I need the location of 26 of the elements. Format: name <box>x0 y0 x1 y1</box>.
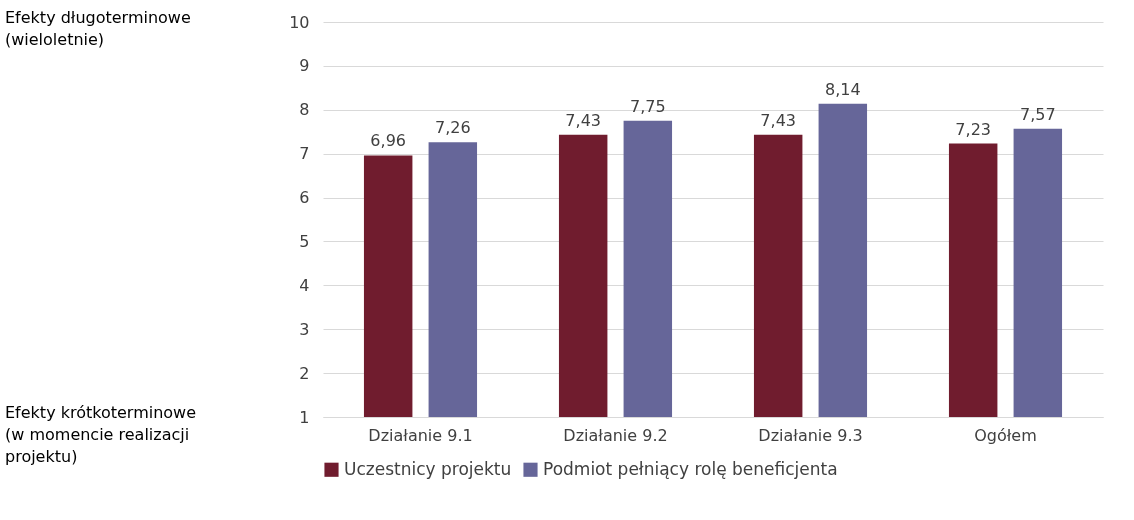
x-tick-label: Działanie 9.3 <box>758 425 863 445</box>
legend-label: Uczestnicy projektu <box>344 458 512 479</box>
data-label: 7,26 <box>435 118 471 138</box>
data-label: 7,43 <box>760 110 796 130</box>
y-tick-label: 7 <box>299 144 310 164</box>
x-tick-label: Działanie 9.1 <box>368 425 473 445</box>
text: Efekty krótkoterminowe (w momencie realizacji projektu) <box>5 403 197 466</box>
legend-label: Podmiot pełniący rolę beneficjenta <box>543 458 838 479</box>
data-label: 7,75 <box>630 96 666 116</box>
data-label: 7,23 <box>955 119 991 139</box>
y-tick-label: 5 <box>299 231 310 251</box>
data-label: 6,96 <box>370 131 406 151</box>
text: Efekty długoterminowe (wieloletnie) <box>5 8 191 49</box>
y-tick-label: 2 <box>299 363 310 383</box>
y-tick-label: 8 <box>299 100 310 120</box>
y-tick-label: 10 <box>289 12 310 32</box>
y-tick-label: 6 <box>299 188 310 208</box>
y-tick-label: 3 <box>299 319 310 339</box>
x-tick-label: Ogółem <box>974 425 1037 445</box>
x-tick-label: Działanie 9.2 <box>563 425 668 445</box>
data-label: 8,14 <box>825 79 861 99</box>
data-label: 7,57 <box>1020 104 1056 124</box>
y-tick-label: 9 <box>299 56 310 76</box>
y-tick-label: 4 <box>299 275 310 295</box>
y-tick-label: 1 <box>299 407 310 427</box>
data-label: 7,43 <box>565 110 601 130</box>
